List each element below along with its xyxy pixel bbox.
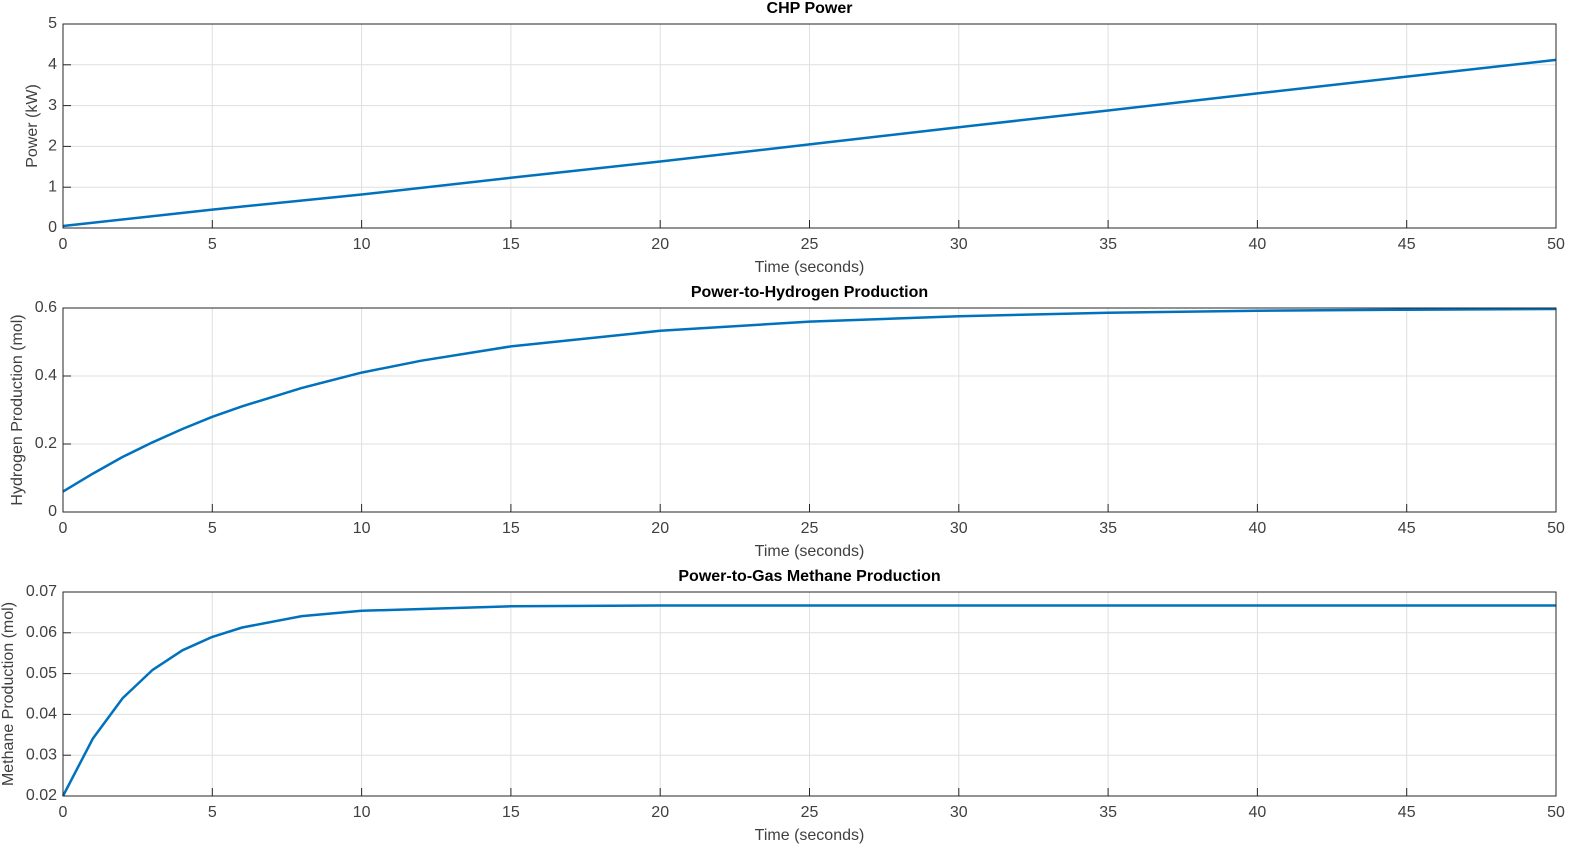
data-line	[61, 604, 1556, 797]
x-tick-label: 15	[502, 236, 520, 253]
chart-title: CHP Power	[767, 0, 853, 17]
x-tick-label: 5	[208, 520, 217, 537]
y-tick-label: 0	[48, 503, 57, 520]
x-tick-label: 40	[1249, 520, 1267, 537]
x-tick-label: 30	[950, 236, 968, 253]
x-tick-label: 0	[59, 520, 68, 537]
x-tick-label: 10	[353, 520, 371, 537]
x-tick-label: 50	[1547, 520, 1565, 537]
x-tick-label: 35	[1099, 520, 1117, 537]
y-tick-label: 0.04	[26, 706, 57, 723]
y-tick-label: 0.06	[26, 624, 57, 641]
x-tick-label: 5	[208, 804, 217, 821]
y-tick-label: 5	[48, 15, 57, 32]
x-tick-label: 20	[651, 804, 669, 821]
x-tick-label: 25	[801, 520, 819, 537]
y-tick-label: 0.07	[26, 583, 57, 600]
x-tick-label: 50	[1547, 804, 1565, 821]
y-tick-label: 0.4	[35, 367, 57, 384]
y-tick-label: 0.6	[35, 299, 57, 316]
x-tick-label: 40	[1249, 236, 1267, 253]
axes-box	[62, 591, 1557, 797]
x-tick-label: 10	[353, 236, 371, 253]
x-tick-label: 50	[1547, 236, 1565, 253]
chart-title: Power-to-Gas Methane Production	[678, 568, 940, 585]
data-line	[62, 58, 1557, 228]
y-tick-label: 0.2	[35, 435, 57, 452]
x-tick-label: 40	[1249, 804, 1267, 821]
y-tick-label: 0.02	[26, 787, 57, 804]
x-tick-label: 15	[502, 804, 520, 821]
x-axis-label: Time (seconds)	[755, 543, 865, 560]
axes-box	[62, 307, 1557, 513]
y-tick-label: 0.03	[26, 746, 57, 763]
y-tick-label: 0.05	[26, 665, 57, 682]
x-tick-label: 0	[59, 236, 68, 253]
x-tick-label: 35	[1099, 236, 1117, 253]
y-tick-label: 2	[48, 138, 57, 155]
y-axis-label: Methane Production (mol)	[0, 602, 17, 786]
y-tick-label: 0	[48, 219, 57, 236]
x-tick-label: 0	[59, 804, 68, 821]
x-tick-label: 30	[950, 520, 968, 537]
x-tick-label: 5	[208, 236, 217, 253]
data-line	[62, 307, 1557, 493]
y-axis-label: Power (kW)	[24, 84, 41, 168]
x-tick-label: 25	[801, 804, 819, 821]
x-tick-label: 20	[651, 236, 669, 253]
x-tick-label: 45	[1398, 520, 1416, 537]
x-tick-label: 35	[1099, 804, 1117, 821]
x-tick-label: 45	[1398, 236, 1416, 253]
y-tick-label: 1	[48, 178, 57, 195]
x-tick-label: 20	[651, 520, 669, 537]
y-axis-label: Hydrogen Production (mol)	[9, 314, 26, 505]
chart-title: Power-to-Hydrogen Production	[691, 284, 928, 301]
x-tick-label: 30	[950, 804, 968, 821]
x-tick-label: 15	[502, 520, 520, 537]
x-axis-label: Time (seconds)	[755, 259, 865, 276]
x-tick-label: 10	[353, 804, 371, 821]
y-tick-label: 3	[48, 97, 57, 114]
axes-box	[62, 23, 1557, 229]
x-axis-label: Time (seconds)	[755, 827, 865, 844]
y-tick-label: 4	[48, 56, 57, 73]
x-tick-label: 25	[801, 236, 819, 253]
x-tick-label: 45	[1398, 804, 1416, 821]
